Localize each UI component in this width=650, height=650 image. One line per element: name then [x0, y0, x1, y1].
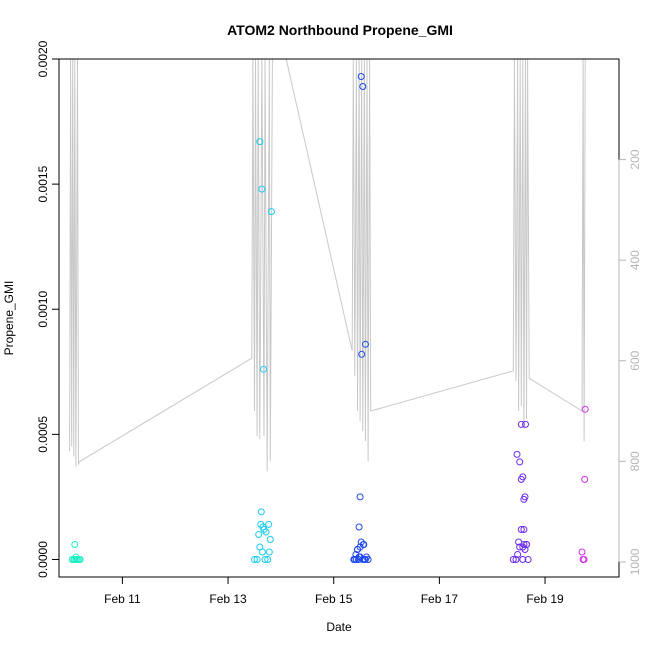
data-point — [520, 495, 528, 503]
right-tick-label: 800 — [628, 451, 642, 471]
data-point — [517, 526, 525, 533]
data-point — [512, 556, 520, 563]
data-point — [578, 548, 586, 556]
data-point — [256, 138, 264, 146]
y-tick-label: 0.0010 — [36, 291, 50, 328]
data-point — [359, 541, 367, 548]
data-point — [356, 493, 364, 501]
y-axis-label: Propene_GMI — [2, 281, 16, 356]
data-points — [68, 73, 589, 563]
x-tick-label: Feb 11 — [104, 592, 141, 606]
x-tick-label: Feb 15 — [315, 592, 353, 606]
data-point — [354, 546, 361, 553]
data-point — [359, 83, 367, 90]
data-point — [516, 458, 524, 466]
data-point — [267, 208, 275, 216]
data-point — [258, 185, 266, 193]
chart-title: ATOM2 Northbound Propene_GMI — [227, 22, 453, 38]
data-point — [509, 556, 517, 563]
data-point — [261, 556, 269, 563]
y-tick-label: 0.0000 — [36, 541, 50, 578]
right-tick-label: 1000 — [628, 548, 642, 575]
data-point — [265, 548, 273, 556]
data-point — [514, 551, 522, 558]
data-point — [355, 523, 363, 531]
data-point — [253, 556, 261, 563]
data-point — [581, 405, 589, 413]
data-point — [352, 556, 360, 563]
data-point — [265, 520, 273, 528]
data-point — [260, 365, 267, 373]
x-tick-label: Feb 17 — [421, 592, 459, 606]
pressure-line — [69, 58, 587, 472]
data-point — [517, 420, 525, 428]
data-point — [71, 541, 79, 548]
data-point — [519, 473, 527, 481]
data-point — [580, 556, 588, 563]
data-point — [519, 556, 527, 563]
x-axis: Feb 11 Feb 13 Feb 15 Feb 17 Feb 19 — [104, 576, 564, 606]
x-tick-label: Feb 13 — [209, 592, 247, 606]
data-point — [255, 531, 263, 538]
data-point — [361, 340, 369, 348]
data-point — [258, 548, 266, 556]
pressure-trace — [69, 58, 587, 472]
data-point — [513, 450, 521, 458]
right-tick-label: 400 — [628, 250, 642, 270]
right-axis: 200 400 600 800 1000 — [618, 149, 642, 575]
data-point — [358, 350, 366, 358]
data-point — [72, 556, 80, 563]
data-point — [264, 556, 272, 563]
data-point — [257, 508, 265, 516]
data-point — [251, 556, 258, 563]
plot-box — [58, 58, 620, 578]
y-axis: 0.0000 0.0005 0.0010 0.0015 0.0020 — [36, 40, 60, 578]
x-axis-label: Date — [326, 620, 352, 634]
y-tick-label: 0.0015 — [36, 165, 50, 202]
x-tick-label: Feb 19 — [526, 592, 564, 606]
data-point — [522, 420, 529, 428]
y-tick-label: 0.0005 — [36, 416, 50, 453]
data-point — [524, 556, 532, 563]
right-tick-label: 200 — [628, 149, 642, 169]
y-tick-label: 0.0020 — [36, 40, 50, 77]
data-point — [520, 526, 528, 533]
data-point — [262, 528, 270, 536]
data-point — [357, 73, 365, 80]
data-point — [76, 556, 84, 563]
data-point — [523, 541, 530, 548]
right-tick-label: 600 — [628, 350, 642, 370]
data-point — [581, 475, 589, 483]
data-point — [364, 556, 372, 563]
data-point — [266, 536, 274, 543]
